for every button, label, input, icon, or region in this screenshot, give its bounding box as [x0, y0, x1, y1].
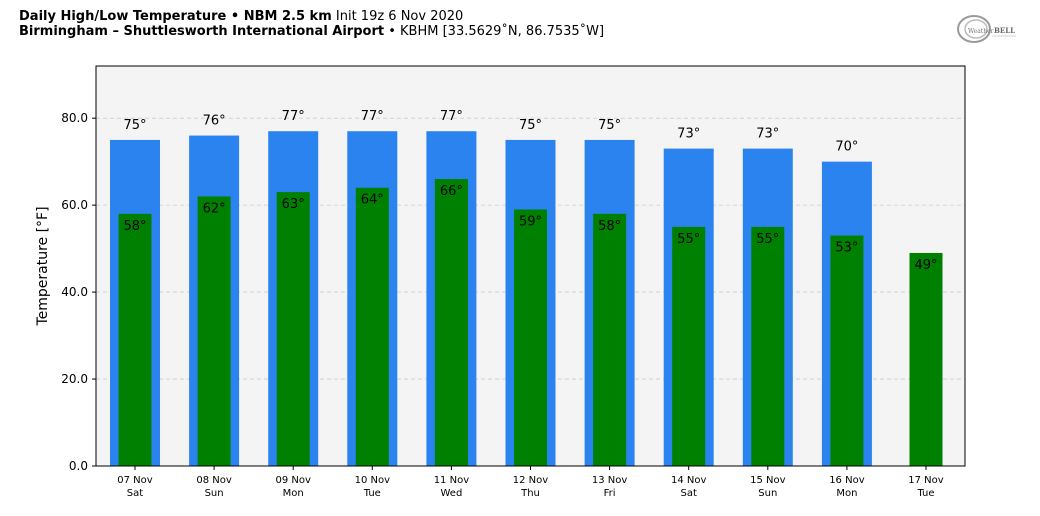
- y-tick-label: 60.0: [61, 198, 88, 212]
- x-tick-day: Thu: [520, 488, 540, 499]
- high-temp-label: 75°: [123, 118, 146, 133]
- high-temp-label: 75°: [598, 118, 621, 133]
- x-tick-date: 09 Nov: [275, 475, 311, 486]
- high-temp-label: 73°: [756, 127, 779, 142]
- low-temp-label: 58°: [598, 219, 621, 234]
- x-tick-date: 08 Nov: [196, 475, 232, 486]
- bars: [110, 131, 943, 467]
- low-temp-label: 64°: [361, 193, 384, 208]
- x-tick-date: 16 Nov: [829, 475, 865, 486]
- station-name: Birmingham – Shuttlesworth International…: [19, 24, 385, 39]
- low-temp-label: 62°: [203, 201, 226, 216]
- high-temp-label: 77°: [361, 109, 384, 124]
- axes: 0.0 20.0 40.0 60.0 80.0 07 Nov Sat 08 Nov Sun 09 …: [61, 111, 944, 499]
- logo-text-bold: BELL: [994, 26, 1015, 35]
- low-temp-bar: [118, 213, 152, 466]
- x-tick-day: Fri: [604, 488, 616, 499]
- y-tick-label: 40.0: [61, 285, 88, 299]
- low-temp-bar: [909, 252, 943, 466]
- init-time: Init 19z 6 Nov 2020: [335, 9, 464, 24]
- y-tick-label: 0.0: [69, 459, 88, 473]
- high-temp-label: 73°: [677, 127, 700, 142]
- x-tick-day: Sat: [680, 488, 696, 499]
- title-line-2: Birmingham – Shuttlesworth International…: [19, 24, 604, 39]
- chart-title: Daily High/Low Temperature • NBM 2.5 km: [19, 9, 332, 24]
- high-temp-label: 77°: [440, 109, 463, 124]
- x-tick-day: Mon: [283, 488, 304, 499]
- x-tick-date: 14 Nov: [671, 475, 707, 486]
- low-temp-bar: [434, 179, 468, 467]
- station-coords: • KBHM [33.5629˚N, 86.7535˚W]: [388, 24, 605, 39]
- logo-text-light: Weather: [968, 28, 994, 35]
- low-temp-bar: [593, 213, 627, 466]
- low-temp-bar: [672, 226, 706, 466]
- chart-header: Daily High/Low Temperature • NBM 2.5 km …: [19, 9, 604, 39]
- low-temp-bar: [197, 196, 231, 466]
- low-temp-label: 49°: [914, 258, 937, 273]
- value-labels: 75° 58° 76° 62° 77° 63° 77° 64° 77° 66° 75° 59° 75° 5…: [123, 109, 937, 273]
- x-tick-date: 07 Nov: [117, 475, 153, 486]
- high-temp-label: 75°: [519, 118, 542, 133]
- low-temp-label: 55°: [677, 232, 700, 247]
- x-tick-date: 12 Nov: [513, 475, 549, 486]
- low-temp-label: 66°: [440, 184, 463, 199]
- x-tick-day: Wed: [440, 488, 462, 499]
- low-temp-bar: [355, 187, 389, 466]
- title-line-1: Daily High/Low Temperature • NBM 2.5 km …: [19, 9, 604, 24]
- low-temp-label: 55°: [756, 232, 779, 247]
- low-temp-label: 53°: [835, 241, 858, 256]
- x-tick-day: Sun: [758, 488, 777, 499]
- low-temp-bar: [276, 192, 310, 466]
- x-tick-date: 17 Nov: [908, 475, 944, 486]
- y-axis-label: Temperature [°F]: [35, 206, 51, 326]
- high-temp-label: 76°: [203, 114, 226, 129]
- x-tick-date: 15 Nov: [750, 475, 786, 486]
- low-temp-label: 59°: [519, 214, 542, 229]
- low-temp-label: 58°: [123, 219, 146, 234]
- x-tick-day: Sun: [205, 488, 224, 499]
- x-tick-day: Mon: [836, 488, 857, 499]
- y-tick-label: 80.0: [61, 111, 88, 125]
- high-temp-label: 77°: [282, 109, 305, 124]
- x-tick-date: 11 Nov: [434, 475, 470, 486]
- low-temp-bar: [751, 226, 785, 466]
- x-tick-day: Tue: [363, 488, 381, 499]
- weatherbell-logo-icon: Weather BELL: [957, 15, 1016, 43]
- x-tick-day: Sat: [127, 488, 143, 499]
- x-tick-date: 10 Nov: [355, 475, 391, 486]
- x-tick-day: Tue: [916, 488, 934, 499]
- x-tick-date: 13 Nov: [592, 475, 628, 486]
- high-temp-label: 70°: [835, 140, 858, 155]
- low-temp-bar: [514, 209, 547, 466]
- y-tick-label: 20.0: [61, 372, 88, 386]
- low-temp-bar: [830, 235, 864, 466]
- low-temp-label: 63°: [282, 197, 305, 212]
